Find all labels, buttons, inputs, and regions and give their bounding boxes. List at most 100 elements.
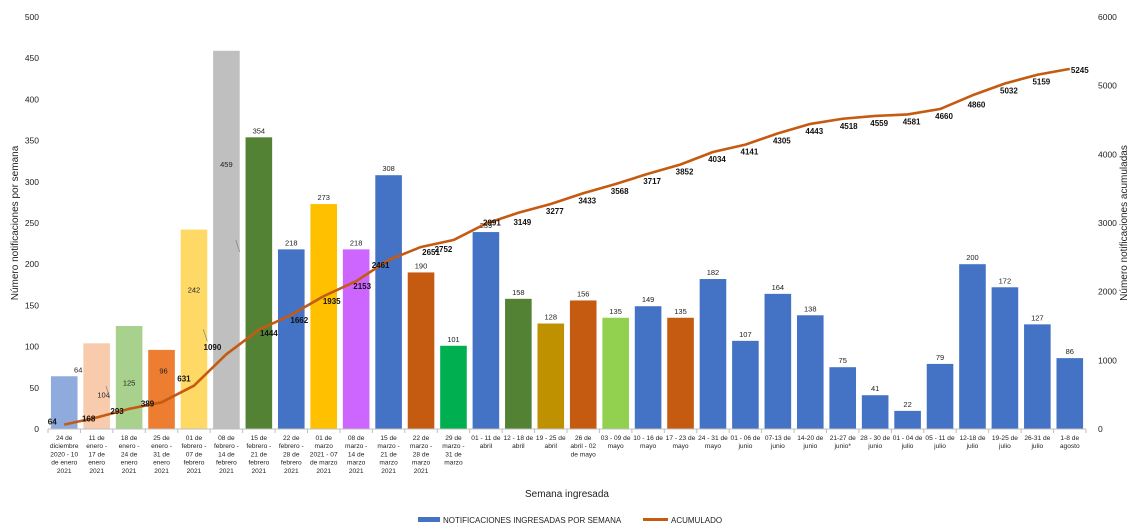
y2-tick-label: 3000: [1098, 218, 1117, 228]
x-tick-label: 01 - 11 de abril: [471, 435, 501, 450]
bar-value-label: 79: [936, 353, 944, 362]
y-axis-title: Número notificaciones por semana: [10, 145, 21, 300]
bar: [861, 395, 889, 429]
bar: [764, 293, 792, 429]
bar: [148, 349, 175, 429]
y2-tick-label: 2000: [1098, 287, 1117, 297]
bar: [180, 229, 208, 429]
x-tick-label: 14-20 de junio: [797, 435, 823, 450]
bar-value-label: 101: [447, 335, 460, 344]
cumulative-value-label: 3852: [676, 167, 694, 176]
y-tick-label: 150: [25, 300, 39, 310]
bar-value-label: 75: [839, 356, 847, 365]
x-tick-label: 17 - 23 de mayo: [666, 435, 696, 450]
bar: [440, 345, 467, 429]
y2-tick-label: 1000: [1098, 355, 1117, 365]
bar-value-label: 96: [159, 366, 167, 375]
y-tick-label: 100: [25, 342, 39, 352]
cumulative-value-label: 1090: [204, 343, 222, 352]
bar-value-label: 156: [577, 289, 590, 298]
cumulative-value-label: 4660: [935, 112, 953, 121]
cumulative-value-label: 2153: [353, 282, 371, 291]
cumulative-value-label: 4443: [805, 127, 823, 136]
cumulative-value-label: 168: [82, 414, 96, 423]
cumulative-value-label: 3277: [546, 207, 564, 216]
y-tick-label: 450: [25, 53, 39, 63]
bar-value-label: 104: [97, 391, 110, 400]
bar: [796, 315, 824, 429]
bar: [50, 376, 78, 429]
bar-value-label: 239: [480, 221, 493, 230]
x-tick-label: 15 de marzo -21 de marzo 2021: [377, 435, 399, 475]
bar: [667, 317, 694, 429]
bar-value-label: 459: [220, 160, 233, 169]
primary-y-axis: 0 50 100 150 200 250 300 350 400 450 500: [25, 12, 39, 434]
cumulative-value-label: 4559: [870, 119, 888, 128]
bar: [342, 249, 370, 429]
x-tick-label: 24 de diciembre 2020 - 10 de enero 2021: [50, 435, 79, 475]
secondary-y-axis: 0 1000 2000 3000 4000 5000 6000: [1098, 12, 1117, 434]
x-tick-label: 25 de enero -31 de enero 2021: [151, 435, 172, 475]
y-tick-label: 250: [25, 218, 39, 228]
bar: [537, 323, 565, 429]
bar: [829, 367, 857, 429]
cumulative-value-label: 389: [141, 399, 155, 408]
x-tick-label: 03 - 09 de mayo: [601, 435, 631, 450]
y2-tick-label: 0: [1098, 424, 1103, 434]
bar: [472, 232, 500, 429]
cumulative-value-label: 5245: [1071, 66, 1089, 75]
bar-value-label: 135: [609, 307, 622, 316]
bar-value-label: 172: [999, 276, 1012, 285]
x-tick-label: 24 - 31 de mayo: [698, 435, 728, 450]
label-leader-line: [202, 329, 208, 342]
cumulative-value-label: 2991: [483, 219, 501, 228]
cumulative-value-label: 3149: [513, 218, 531, 227]
cumulative-value-label: 4518: [840, 122, 858, 131]
y2-tick-label: 4000: [1098, 149, 1117, 159]
bar-value-label: 164: [772, 283, 785, 292]
x-tick-label: 07-13 de junio: [765, 435, 791, 450]
bar-value-label: 218: [285, 238, 298, 247]
x-tick-label: 28 - 30 de junio: [860, 435, 890, 450]
bar: [1024, 324, 1051, 429]
bar-value-label: 218: [350, 238, 363, 247]
weekly-bars: [50, 50, 1084, 430]
cumulative-value-label: 1935: [323, 297, 341, 306]
cumulative-value-label: 5159: [1032, 78, 1050, 87]
cumulative-value-label: 4860: [968, 100, 986, 109]
x-tick-label: 29 de marzo -31 de marzo: [442, 435, 464, 467]
x-tick-label: 12 - 18 de abril: [503, 435, 533, 450]
bar-value-label: 182: [707, 268, 720, 277]
bar: [602, 317, 629, 429]
legend-line-label: ACUMULADO: [671, 516, 722, 525]
bar-value-label: 128: [545, 313, 558, 322]
cumulative-line-layer: [63, 67, 1071, 426]
bar-value-label: 200: [966, 253, 979, 262]
x-axis-title: Semana ingresada: [525, 489, 609, 500]
cumulative-value-label: 64: [48, 418, 57, 427]
cumulative-labels: 64 168 293 389 631 1090 1444 1662 1935 2153 2461 26…: [48, 66, 1089, 427]
bar: [699, 279, 727, 429]
label-leader-line: [105, 386, 111, 399]
x-tick-label: 18 de enero -24 de enero 2021: [119, 435, 140, 475]
cumulative-value-label: 4305: [773, 136, 791, 145]
legend-bar-label: NOTIFICACIONES INGRESADAS POR SEMANA: [443, 516, 622, 525]
bar-value-label: 138: [804, 304, 817, 313]
legend-bar-swatch: [418, 517, 440, 522]
x-tick-label: 08 de marzo -14 de marzo 2021: [345, 435, 367, 475]
x-tick-label: 22 de febrero -28 de febrero 2021: [279, 435, 304, 475]
x-tick-label: 26 de abril - 02 de mayo: [570, 435, 596, 458]
y-tick-label: 350: [25, 136, 39, 146]
legend: NOTIFICACIONES INGRESADAS POR SEMANA ACU…: [418, 516, 722, 525]
bar: [245, 137, 273, 429]
cumulative-value-label: 1444: [260, 329, 278, 338]
x-tick-label: 11 de enero -17 de enero 2021: [86, 435, 107, 475]
x-tick-label: 19 - 25 de abril: [536, 435, 566, 450]
y-tick-label: 50: [30, 383, 40, 393]
cumulative-value-label: 2752: [435, 245, 453, 254]
y2-tick-label: 6000: [1098, 12, 1117, 22]
cumulative-value-label: 3433: [578, 196, 596, 205]
bar-value-label: 125: [123, 379, 136, 388]
y-tick-label: 500: [25, 12, 39, 22]
x-tick-label: 01 - 06 de junio: [731, 435, 761, 450]
